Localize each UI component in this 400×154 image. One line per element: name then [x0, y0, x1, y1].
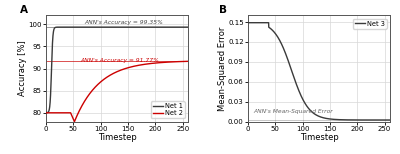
Net 2 — [156, 62, 160, 64]
Text: A: A — [20, 5, 28, 15]
Net 2 — [51, 112, 56, 114]
Net 3 — [311, 112, 316, 114]
Net 1 — [73, 26, 78, 28]
Y-axis label: Accuracy [%]: Accuracy [%] — [18, 41, 27, 96]
Net 1 — [182, 26, 186, 28]
Net 3 — [384, 119, 388, 121]
Net 2 — [186, 60, 190, 62]
Net 3 — [253, 22, 258, 24]
X-axis label: Timestep: Timestep — [98, 133, 136, 142]
Text: ANN's Accuracy = 99.35%: ANN's Accuracy = 99.35% — [85, 20, 164, 25]
Text: B: B — [220, 5, 228, 15]
Net 3 — [314, 114, 319, 116]
Legend: Net 3: Net 3 — [353, 19, 387, 29]
Net 1 — [51, 32, 56, 34]
Net 2 — [113, 72, 118, 73]
Net 1 — [44, 112, 48, 114]
Net 3 — [246, 22, 250, 24]
Net 3 — [384, 119, 388, 121]
Line: Net 2: Net 2 — [46, 61, 188, 122]
Net 3 — [388, 119, 392, 121]
Line: Net 3: Net 3 — [248, 23, 390, 120]
Net 1 — [182, 26, 186, 28]
Net 2 — [182, 61, 186, 62]
Net 1 — [113, 26, 118, 28]
Net 1 — [109, 26, 114, 28]
Legend: Net 1, Net 2: Net 1, Net 2 — [151, 101, 185, 118]
Net 2 — [72, 121, 77, 123]
X-axis label: Timestep: Timestep — [300, 133, 338, 142]
Net 1 — [186, 26, 190, 28]
Net 2 — [182, 61, 186, 62]
Net 2 — [44, 112, 48, 114]
Text: ANN's Mean-Squared Error: ANN's Mean-Squared Error — [254, 109, 333, 114]
Net 1 — [156, 26, 160, 28]
Line: Net 1: Net 1 — [46, 27, 188, 113]
Text: ANN's Accuracy = 91.77%: ANN's Accuracy = 91.77% — [80, 58, 159, 63]
Net 3 — [357, 119, 362, 121]
Y-axis label: Mean-Squared Error: Mean-Squared Error — [218, 26, 226, 111]
Net 2 — [109, 73, 114, 75]
